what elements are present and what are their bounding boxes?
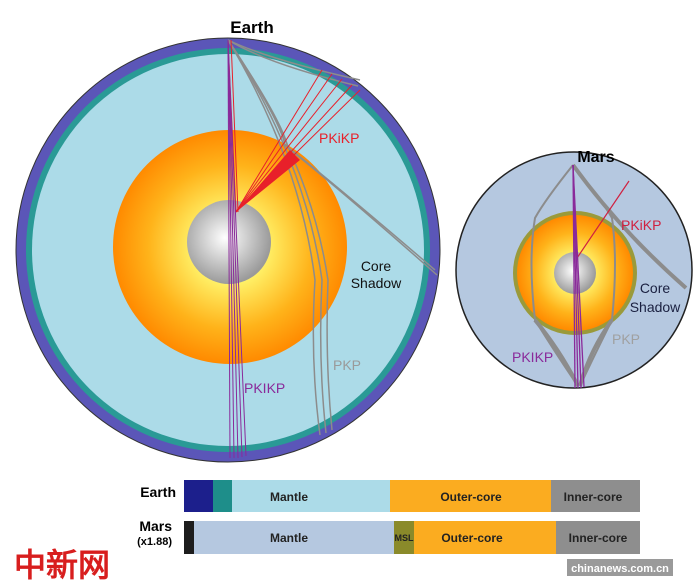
earth-pkikp-label: PKIKP [244, 380, 285, 396]
earth-core-shadow-label-2: Shadow [351, 275, 402, 291]
mars-pkp-rays [530, 163, 688, 387]
mars-bar-inner-core [556, 521, 640, 554]
mars-core-shadow-label-2: Shadow [630, 299, 681, 315]
mars-pkikp-rays [572, 164, 585, 389]
mars-pkp-label: PKP [612, 331, 640, 347]
earth-pkikp-rays [227, 39, 247, 459]
mars-bar-inner-core-label: Inner-core [569, 531, 628, 545]
earth-pkp-rays [227, 39, 438, 436]
mars-core-shadow-label: Core [640, 280, 671, 296]
earth-title: Earth [230, 18, 273, 37]
watermark-site-bg [567, 559, 673, 576]
mars-title: Mars [577, 149, 614, 166]
earth-pkikp-reflected-label: PKiKP [319, 130, 359, 146]
watermark-logo: 中新网 [14, 547, 110, 580]
earth-bar-outer-core [390, 480, 551, 512]
earth-layer-bar: Earth Mantle Outer-core Inner-core [140, 480, 640, 512]
earth-bar-transition [213, 480, 232, 512]
earth-core-shadow-label: Core [361, 258, 392, 274]
mars-bar-outer-core-label: Outer-core [441, 531, 503, 545]
watermark-site: chinanews.com.cn [571, 563, 669, 575]
earth-pkp-label: PKP [333, 357, 361, 373]
earth-bar-inner-core [551, 480, 640, 512]
mars-bar-outer-core [414, 521, 556, 554]
earth-bar-inner-core-label: Inner-core [564, 490, 623, 504]
mars-bar-msl [394, 521, 414, 554]
earth-bar-mantle-label: Mantle [270, 490, 308, 504]
earth-bar-crust [184, 480, 213, 512]
mars-bar-label: Mars [139, 518, 172, 534]
earth-bar-outer-core-label: Outer-core [440, 490, 502, 504]
mars-pkikp-reflected-label: PKiKP [621, 217, 661, 233]
earth-bar-mantle [232, 480, 390, 512]
mars-bar-mantle-label: Mantle [270, 531, 308, 545]
earth-diagram: Earth PKiKP Core Shadow PKP PKIKP [15, 18, 441, 463]
mars-bar-scale: (x1.88) [137, 536, 172, 548]
mars-bar-mantle [194, 521, 394, 554]
mars-bar-msl-label: MSL [395, 533, 415, 543]
mars-pkikp-label: PKIKP [512, 349, 553, 365]
earth-bar-label: Earth [140, 484, 176, 500]
mars-bar-crust [184, 521, 194, 554]
watermark: 中新网 chinanews.com.cn [14, 547, 673, 580]
mars-layer-bar: Mars (x1.88) Mantle MSL Outer-core Inner… [137, 518, 640, 554]
mars-diagram: Mars PKiKP Core Shadow PKP PKIKP [455, 149, 693, 389]
